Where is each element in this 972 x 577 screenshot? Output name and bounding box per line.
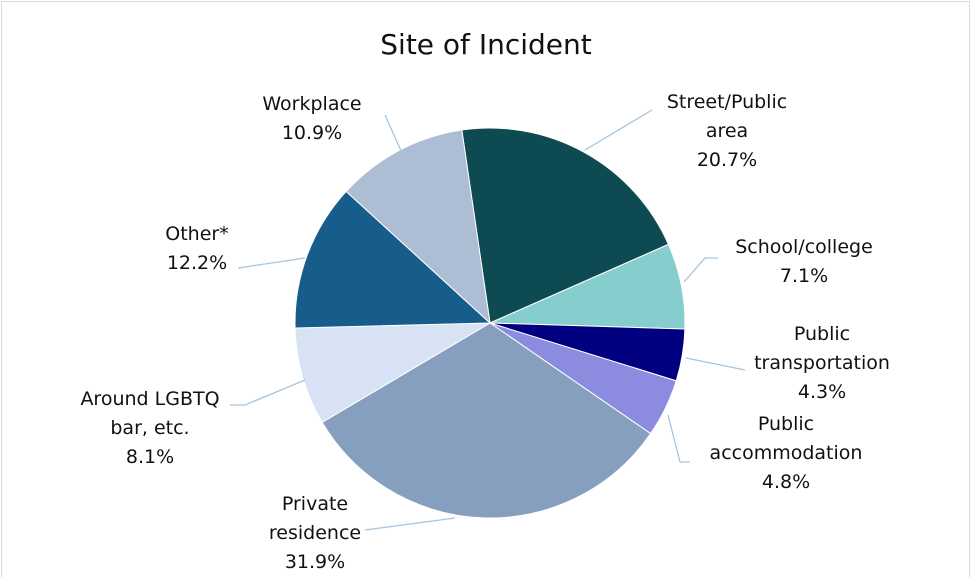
leader-line <box>685 357 746 371</box>
slice-label: Around LGBTQ bar, etc. 8.1% <box>70 385 230 472</box>
value-label: 20.7% <box>696 149 758 171</box>
leader-line <box>584 109 653 151</box>
pie-slice <box>294 190 492 329</box>
category-label: Other* <box>165 223 229 245</box>
value-label: 10.9% <box>281 122 343 144</box>
value-label: 8.1% <box>125 446 175 468</box>
pie-slice <box>461 127 670 324</box>
pie-slice <box>345 129 491 325</box>
slice-label: School/college 7.1% <box>719 233 889 291</box>
category-label: Public transportation <box>754 323 890 374</box>
leader-line <box>237 257 306 269</box>
leader-line <box>384 114 403 154</box>
slice-label: Street/Public area 20.7% <box>657 88 797 175</box>
category-label: Public accommodation <box>709 413 863 464</box>
value-label: 31.9% <box>284 551 346 573</box>
category-label: Around LGBTQ bar, etc. <box>80 388 220 439</box>
leader-line <box>683 257 718 283</box>
leader-line <box>230 379 306 406</box>
value-label: 7.1% <box>779 265 829 287</box>
slice-label: Other* 12.2% <box>137 220 257 278</box>
category-label: Private residence <box>268 493 362 544</box>
slice-label: Public transportation 4.3% <box>742 320 902 407</box>
category-label: Workplace <box>262 93 362 115</box>
leader-line <box>667 414 690 463</box>
slice-label: Public accommodation 4.8% <box>696 410 876 497</box>
value-label: 4.3% <box>797 381 847 403</box>
category-label: Street/Public area <box>666 91 788 142</box>
chart-title: Site of Incident <box>380 28 592 61</box>
slice-label: Workplace 10.9% <box>247 90 377 148</box>
value-label: 12.2% <box>166 252 228 274</box>
pie-slice <box>294 322 492 424</box>
leader-line <box>364 517 456 531</box>
category-label: School/college <box>735 236 873 258</box>
pie-slice <box>321 322 652 519</box>
slice-label: Private residence 31.9% <box>255 490 375 577</box>
value-label: 4.8% <box>761 471 811 493</box>
